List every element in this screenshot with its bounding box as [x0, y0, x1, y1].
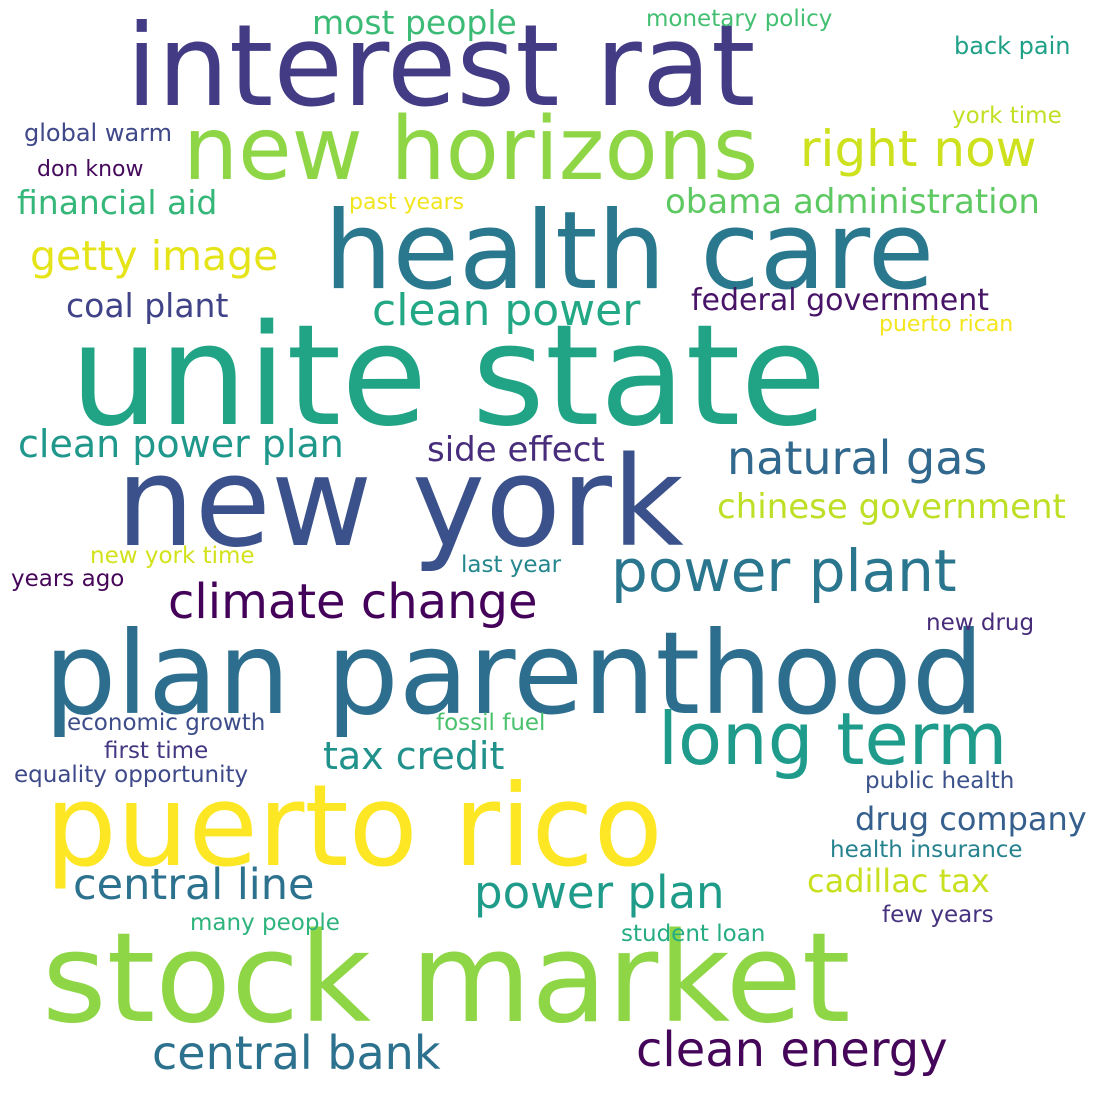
- word-interest-rat: interest rat: [126, 0, 756, 132]
- word-federal-government: federal government: [691, 283, 989, 318]
- word-past-years: past years: [349, 190, 465, 215]
- word-climate-change: climate change: [168, 574, 538, 630]
- word-central-bank: central bank: [152, 1026, 441, 1080]
- word-new-drug: new drug: [926, 610, 1035, 636]
- word-first-time: first time: [104, 738, 209, 764]
- word-last-year: last year: [461, 552, 562, 578]
- word-monetary-policy: monetary policy: [646, 6, 833, 32]
- word-many-people: many people: [190, 910, 340, 936]
- word-new-horizons: new horizons: [183, 98, 759, 200]
- word-clean-energy: clean energy: [636, 1022, 948, 1078]
- word-most-people: most people: [312, 3, 517, 42]
- word-power-plant: power plant: [611, 537, 957, 605]
- word-global-warm: global warm: [24, 119, 172, 147]
- word-obama-administration: obama administration: [665, 182, 1040, 222]
- word-stock-market: stock market: [42, 907, 851, 1051]
- word-economic-growth: economic growth: [67, 710, 266, 736]
- word-equality-opportunity: equality opportunity: [14, 762, 249, 788]
- word-fossil-fuel: fossil fuel: [436, 710, 546, 736]
- word-years-ago: years ago: [11, 566, 125, 592]
- word-long-term: long term: [658, 697, 1008, 781]
- word-student-loan: student loan: [621, 921, 766, 947]
- word-don-know: don know: [37, 157, 144, 182]
- word-york-time: york time: [952, 103, 1062, 129]
- word-getty-image: getty image: [30, 232, 279, 280]
- word-new-york-time: new york time: [90, 543, 255, 569]
- word-back-pain: back pain: [954, 32, 1071, 60]
- word-unite-state: unite state: [70, 295, 827, 458]
- word-public-health: public health: [865, 768, 1015, 794]
- word-few-years: few years: [882, 902, 994, 928]
- word-financial-aid: financial aid: [17, 183, 218, 222]
- word-clean-power-plan: clean power plan: [18, 422, 344, 466]
- word-tax-credit: tax credit: [323, 734, 505, 778]
- word-health-insurance: health insurance: [830, 837, 1023, 863]
- word-plan-parenthood: plan parenthood: [44, 607, 985, 740]
- word-coal-plant: coal plant: [66, 286, 229, 325]
- word-chinese-government: chinese government: [717, 487, 1066, 527]
- word-cadillac-tax: cadillac tax: [807, 862, 990, 900]
- word-clean-power: clean power: [372, 285, 641, 336]
- word-right-now: right now: [800, 120, 1037, 178]
- word-puerto-rican: puerto rican: [879, 312, 1014, 337]
- word-power-plan: power plan: [474, 866, 725, 919]
- word-central-line: central line: [73, 860, 315, 910]
- word-side-effect: side effect: [427, 430, 605, 470]
- word-puerto-rico: puerto rico: [45, 760, 663, 892]
- word-natural-gas: natural gas: [727, 431, 988, 485]
- word-health-care: health care: [324, 189, 935, 314]
- word-drug-company: drug company: [855, 800, 1087, 838]
- word-new-york: new york: [116, 431, 684, 575]
